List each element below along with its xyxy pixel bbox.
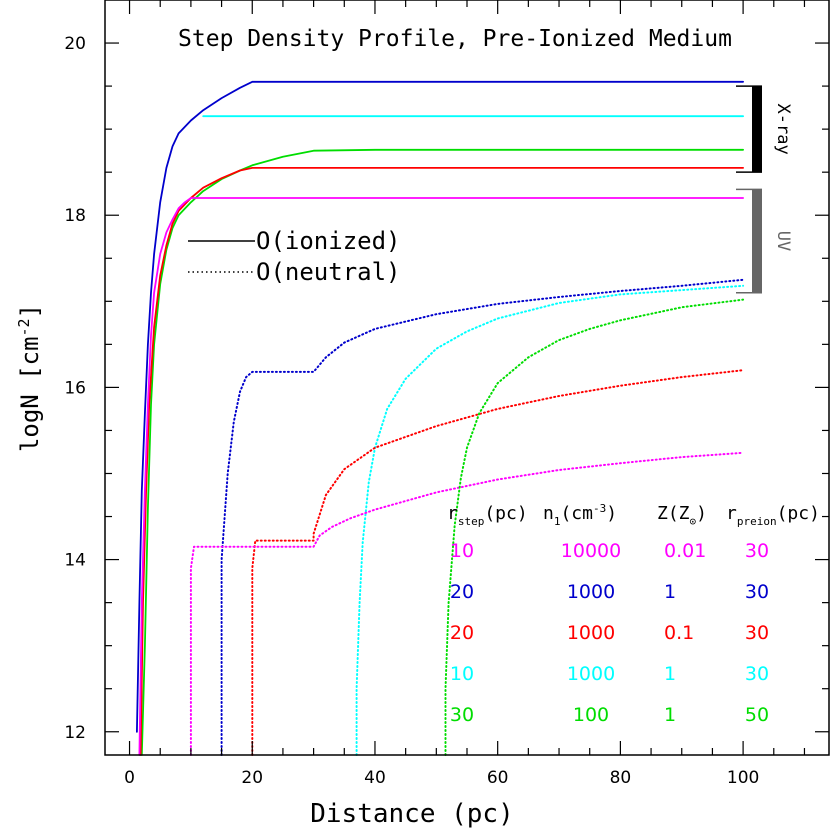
table-header: rstep(pc) n1(cm-3) Z(Z⊙) rpreion(pc) <box>447 502 820 528</box>
band-layer: X-ray UV <box>736 85 793 294</box>
table-cell: 30 <box>450 704 474 726</box>
x-tick-label: 40 <box>364 768 386 788</box>
table-row: 30 100 1 50 <box>450 704 769 726</box>
legend-ionized-label: O(ionized) <box>256 227 401 255</box>
series-layer <box>135 80 745 756</box>
table-cell: 1 <box>664 581 676 603</box>
header-n1-sup: -3 <box>593 502 606 515</box>
table-cell: 1000 <box>567 581 615 603</box>
band-bar <box>752 86 762 173</box>
legend-neutral-label: O(neutral) <box>256 258 401 286</box>
series-line-neutral-8 <box>189 451 745 756</box>
y-tick-label: 20 <box>64 34 86 54</box>
table-cell: 30 <box>745 581 769 603</box>
y-axis-label-group: logN [cm-2] <box>15 304 44 452</box>
header-rstep-tail: (pc) <box>484 503 527 524</box>
table-cell: 10000 <box>561 540 621 562</box>
header-n1-tail: (cm <box>560 503 593 524</box>
y-axis-label-close: ] <box>16 304 44 318</box>
header-z-sub: ⊙ <box>690 515 697 528</box>
band-label: X-ray <box>773 104 793 155</box>
x-axis-label: Distance (pc) <box>310 799 514 829</box>
table-cell: 30 <box>745 540 769 562</box>
chart-title: Step Density Profile, Pre-Ionized Medium <box>178 26 732 52</box>
table-cell: 0.01 <box>664 540 706 562</box>
table-cell: 10 <box>450 540 474 562</box>
header-rstep: rstep(pc) <box>447 503 528 528</box>
band-bar <box>752 189 762 293</box>
y-tick-label: 16 <box>64 378 86 398</box>
series-line-ionized-4 <box>138 197 744 756</box>
table-row: 10 1000 1 30 <box>450 663 769 685</box>
header-n1: n1(cm-3) <box>543 502 617 528</box>
series-line-neutral-5 <box>220 278 745 756</box>
x-tick-label: 100 <box>727 768 759 788</box>
header-rstep-main: r <box>447 503 458 524</box>
header-rstep-sub: step <box>458 515 485 528</box>
y-tick-label: 18 <box>64 206 86 226</box>
tick-layer: 0 20 40 60 80 100 12 14 16 18 20 <box>64 0 829 788</box>
table-cell: 0.1 <box>664 622 694 644</box>
header-z-main: Z(Z <box>657 503 690 524</box>
table-cell: 1000 <box>567 622 615 644</box>
y-axis-label-main: logN [cm <box>16 336 44 452</box>
y-tick-label: 14 <box>64 551 86 571</box>
x-tick-label: 0 <box>124 768 135 788</box>
header-n1-end: ) <box>606 503 617 524</box>
band-label: UV <box>773 231 793 251</box>
legend: O(ionized) O(neutral) <box>188 227 401 286</box>
series-line-neutral-7 <box>251 369 745 756</box>
x-tick-label: 80 <box>610 768 632 788</box>
series-line-ionized-3 <box>139 166 744 756</box>
header-n1-main: n <box>543 503 554 524</box>
header-n1-sub: 1 <box>554 515 561 528</box>
y-tick-label: 12 <box>64 723 86 743</box>
table-cell: 1 <box>664 663 676 685</box>
header-z: Z(Z⊙) <box>657 503 707 528</box>
header-rpreion-tail: (pc) <box>777 503 820 524</box>
table-cell: 1000 <box>567 663 615 685</box>
y-axis-label-sup: -2 <box>15 318 33 336</box>
table-row: 20 1000 1 30 <box>450 581 769 603</box>
series-line-ionized-2 <box>140 148 744 756</box>
series-line-neutral-6 <box>355 284 745 756</box>
x-tick-label: 20 <box>241 768 263 788</box>
table-row: 10 10000 0.01 30 <box>450 540 769 562</box>
table-row: 20 1000 0.1 30 <box>450 622 769 644</box>
header-rpreion-main: r <box>726 503 737 524</box>
y-axis-label: logN [cm-2] <box>15 304 44 452</box>
band-x-ray: X-ray <box>736 85 793 173</box>
table-cell: 100 <box>573 704 609 726</box>
header-z-tail: ) <box>696 503 707 524</box>
table-cell: 50 <box>745 704 769 726</box>
header-rpreion: rpreion(pc) <box>726 503 820 528</box>
table-cell: 10 <box>450 663 474 685</box>
table-cell: 20 <box>450 622 474 644</box>
x-tick-label: 60 <box>487 768 509 788</box>
parameter-table: rstep(pc) n1(cm-3) Z(Z⊙) rpreion(pc) 10 1… <box>447 502 820 726</box>
header-rpreion-sub: preion <box>737 515 777 528</box>
table-cell: 20 <box>450 581 474 603</box>
band-uv: UV <box>736 188 793 294</box>
series-line-ionized-0 <box>135 80 744 733</box>
table-cell: 1 <box>664 704 676 726</box>
table-cell: 30 <box>745 663 769 685</box>
series-line-neutral-9 <box>444 298 745 756</box>
table-cell: 30 <box>745 622 769 644</box>
